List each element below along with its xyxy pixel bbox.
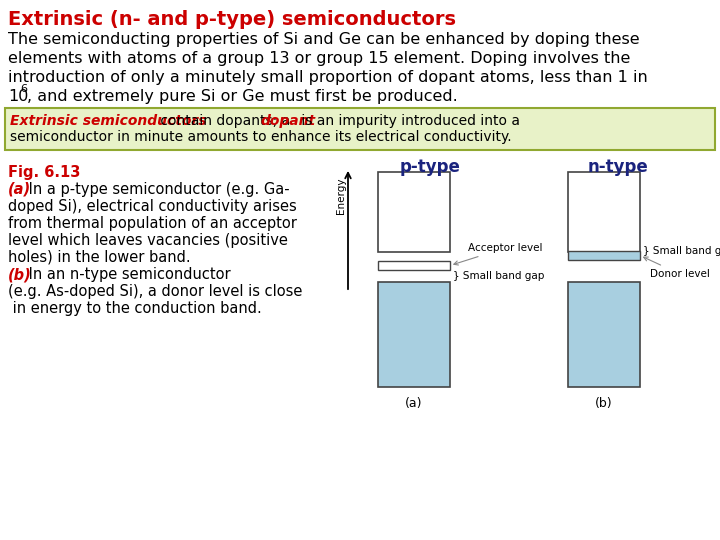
Text: (a): (a)	[8, 182, 31, 197]
Text: } Small band gap: } Small band gap	[453, 271, 544, 281]
Bar	[5, 108, 715, 150]
Text: (b): (b)	[595, 397, 613, 410]
Text: (a): (a)	[405, 397, 423, 410]
Text: Extrinsic semiconductors: Extrinsic semiconductors	[10, 114, 207, 128]
Text: Fig. 6.13: Fig. 6.13	[8, 165, 81, 180]
Bar	[378, 172, 450, 252]
Text: contain dopants; a: contain dopants; a	[156, 114, 295, 128]
Text: elements with atoms of a group 13 or group 15 element. Doping involves the: elements with atoms of a group 13 or gro…	[8, 51, 631, 66]
Text: 6: 6	[20, 84, 27, 94]
Bar	[568, 172, 640, 252]
Text: } Small band gap: } Small band gap	[643, 246, 720, 256]
Text: n-type: n-type	[588, 158, 649, 176]
Text: (b): (b)	[8, 267, 32, 282]
Text: Energy: Energy	[336, 178, 346, 214]
Text: is an impurity introduced into a: is an impurity introduced into a	[297, 114, 520, 128]
Text: Acceptor level: Acceptor level	[454, 243, 542, 265]
Text: doped Si), electrical conductivity arises: doped Si), electrical conductivity arise…	[8, 199, 297, 214]
Text: Donor level: Donor level	[644, 257, 710, 279]
Text: introduction of only a minutely small proportion of dopant atoms, less than 1 in: introduction of only a minutely small pr…	[8, 70, 648, 85]
Bar	[378, 261, 450, 270]
Text: In an n-type semiconductor: In an n-type semiconductor	[24, 267, 230, 282]
Text: 10: 10	[8, 89, 28, 104]
Text: In a p-type semiconductor (e.g. Ga-: In a p-type semiconductor (e.g. Ga-	[24, 182, 289, 197]
Bar	[568, 282, 640, 387]
Text: semiconductor in minute amounts to enhance its electrical conductivity.: semiconductor in minute amounts to enhan…	[10, 130, 512, 144]
Text: in energy to the conduction band.: in energy to the conduction band.	[8, 301, 262, 316]
Text: holes) in the lower band.: holes) in the lower band.	[8, 250, 191, 265]
Text: The semiconducting properties of Si and Ge can be enhanced by doping these: The semiconducting properties of Si and …	[8, 32, 639, 47]
Text: Extrinsic (n- and p-type) semiconductors: Extrinsic (n- and p-type) semiconductors	[8, 10, 456, 29]
Text: from thermal population of an acceptor: from thermal population of an acceptor	[8, 216, 297, 231]
Bar	[568, 251, 640, 260]
Text: level which leaves vacancies (positive: level which leaves vacancies (positive	[8, 233, 288, 248]
Bar	[378, 282, 450, 387]
Text: dopant: dopant	[261, 114, 315, 128]
Text: p-type: p-type	[400, 158, 460, 176]
Text: (e.g. As-doped Si), a donor level is close: (e.g. As-doped Si), a donor level is clo…	[8, 284, 302, 299]
Text: , and extremely pure Si or Ge must first be produced.: , and extremely pure Si or Ge must first…	[27, 89, 458, 104]
